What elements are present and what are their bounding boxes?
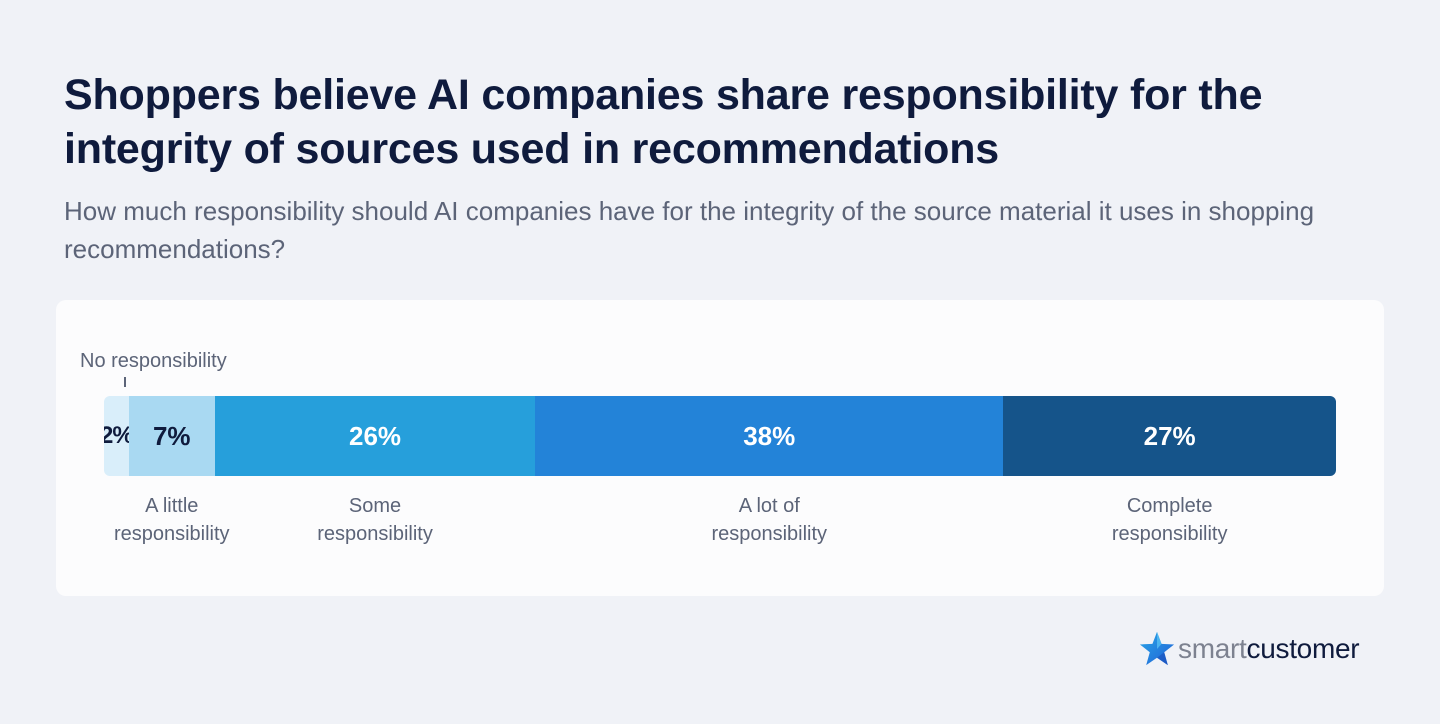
category-label-a-little-responsibility: A little responsibility bbox=[113, 495, 230, 545]
value-label-a-lot-of-responsibility: 38% bbox=[743, 420, 796, 451]
bar-segment-a-little-responsibility: 7% bbox=[128, 396, 215, 476]
star-icon bbox=[1139, 631, 1175, 666]
logo-text-customer: customer bbox=[1246, 633, 1360, 664]
logo-text-smart: smart bbox=[1178, 633, 1247, 664]
stacked-bar: 2% 7% 26% 38% 27% bbox=[104, 396, 1336, 476]
category-label-complete-responsibility: Complete responsibility bbox=[1111, 495, 1228, 545]
category-label-some-responsibility: Some responsibility bbox=[317, 495, 433, 545]
category-label-a-lot-of-responsibility: A lot of responsibility bbox=[711, 495, 828, 545]
bar-segment-a-lot-of-responsibility: 38% bbox=[535, 396, 1004, 476]
bar-segment-complete-responsibility: 27% bbox=[1003, 396, 1336, 476]
chart-title: Shoppers believe AI companies share resp… bbox=[64, 71, 1263, 173]
value-label-complete-responsibility: 27% bbox=[1143, 420, 1196, 451]
value-label-a-little-responsibility: 7% bbox=[152, 420, 191, 451]
chart-subtitle: How much responsibility should AI compan… bbox=[64, 196, 1315, 264]
smartcustomer-logo: smartcustomer bbox=[1138, 628, 1360, 670]
category-label-no-responsibility: No responsibility bbox=[80, 350, 227, 372]
bar-segment-no-responsibility: 2% bbox=[104, 396, 134, 476]
callout-tick bbox=[124, 377, 126, 387]
bar-segment-some-responsibility: 26% bbox=[214, 396, 536, 476]
value-label-some-responsibility: 26% bbox=[348, 420, 402, 451]
